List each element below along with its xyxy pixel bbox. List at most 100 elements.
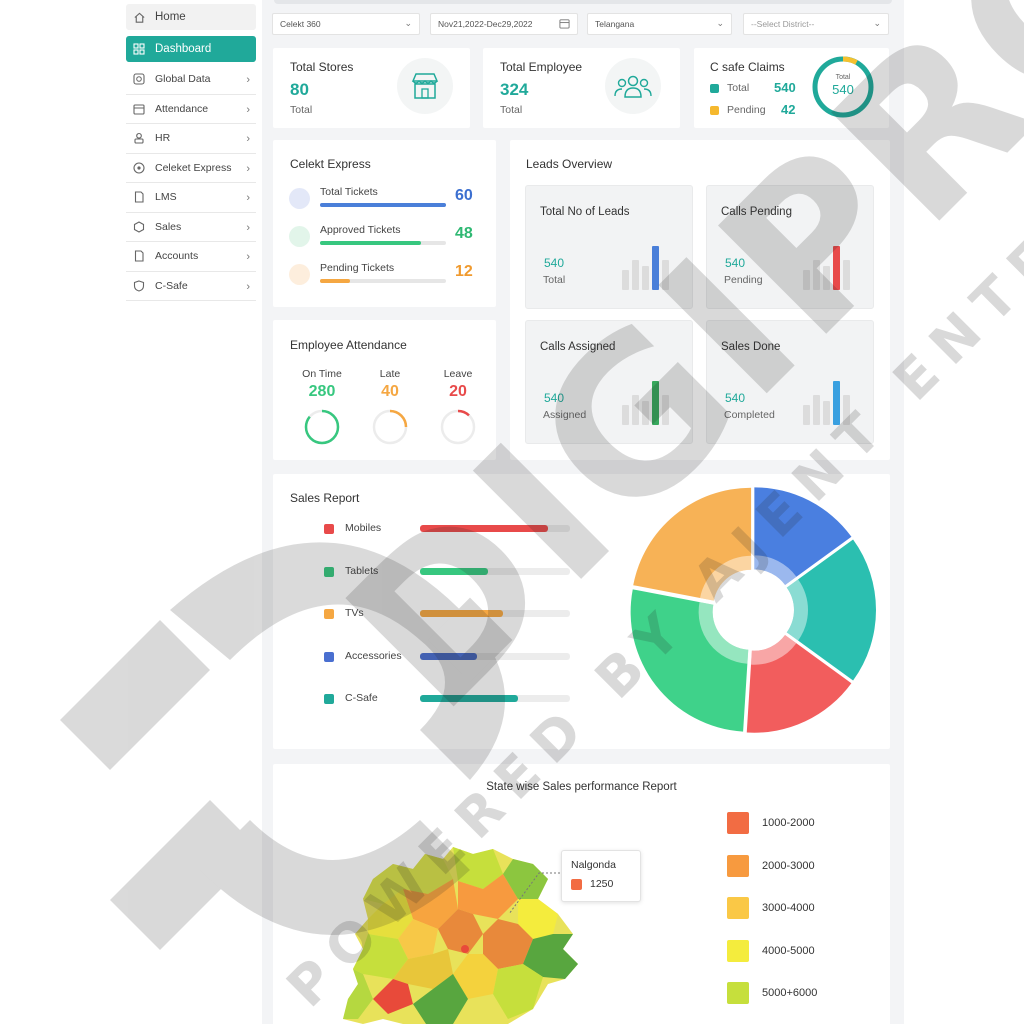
ticket-progress xyxy=(320,203,446,207)
ticket-progress-fill xyxy=(320,241,421,245)
company-select-value: Celekt 360 xyxy=(280,19,321,29)
lead-mini-bar xyxy=(642,401,649,425)
lead-stat-card: Total No of Leads 540 Total xyxy=(525,185,693,309)
lead-card-value: 540 xyxy=(544,256,565,270)
sidebar-item-label: LMS xyxy=(155,191,177,204)
ticket-count: 60 xyxy=(455,187,473,204)
card-title: C safe Claims xyxy=(710,60,785,74)
main-content: Celekt 360 ⌄ Nov21,2022-Dec29,2022 Telan… xyxy=(262,0,904,1024)
pie-inner-glow xyxy=(754,555,797,585)
chevron-right-icon: › xyxy=(246,74,250,86)
file-icon xyxy=(132,249,146,263)
card-title: Total Employee xyxy=(500,60,583,74)
sales-item-label: Mobiles xyxy=(345,522,382,534)
pie-inner-glow xyxy=(700,555,752,601)
claims-ring-pending xyxy=(812,56,874,118)
lead-stat-card: Calls Assigned 540 Assigned xyxy=(525,320,693,444)
sidebar-item-attendance[interactable]: Attendance › xyxy=(126,95,256,124)
lead-mini-bar xyxy=(652,246,659,290)
sidebar-item-label: Celeket Express xyxy=(155,161,232,174)
lead-card-title: Calls Pending xyxy=(721,206,792,218)
sidebar-item-global-data[interactable]: Global Data › xyxy=(126,65,256,95)
sidebar-item-label: Dashboard xyxy=(155,43,212,55)
sidebar-item-home[interactable]: Home xyxy=(126,4,256,30)
sales-progress xyxy=(420,567,570,575)
state-sales-map-card: State wise Sales performance Report xyxy=(273,764,890,1024)
district-select[interactable]: --Select District-- ⌄ xyxy=(743,13,889,35)
sales-progress xyxy=(420,525,570,532)
range-label: 2000-3000 xyxy=(762,859,815,872)
lead-mini-bar xyxy=(843,395,850,425)
pie-slice-tablets[interactable] xyxy=(630,589,749,732)
state-select-value: Telangana xyxy=(595,19,635,29)
date-range-picker[interactable]: Nov21,2022-Dec29,2022 xyxy=(430,13,578,35)
chevron-right-icon: › xyxy=(246,133,250,145)
company-select[interactable]: Celekt 360 ⌄ xyxy=(272,13,420,35)
chevron-down-icon: ⌄ xyxy=(716,18,724,28)
sidebar-item-accounts[interactable]: Accounts › xyxy=(126,242,256,272)
lead-mini-bar xyxy=(833,381,840,425)
ticket-label: Pending Tickets xyxy=(320,262,395,274)
tooltip-leader-line xyxy=(508,870,567,915)
row-dot xyxy=(289,264,310,285)
range-label: 4000-5000 xyxy=(762,944,815,957)
lead-stat-card: Calls Pending 540 Pending xyxy=(706,185,874,309)
attendance-label: Late xyxy=(379,368,401,380)
sidebar-item-label: Sales xyxy=(155,220,182,233)
total-label: Total xyxy=(727,82,750,94)
chevron-right-icon: › xyxy=(246,103,250,116)
pending-legend-swatch xyxy=(710,106,719,115)
lead-card-sub: Assigned xyxy=(543,409,587,421)
ticket-progress xyxy=(320,279,446,283)
lead-mini-bars xyxy=(622,244,682,290)
sales-legend-swatch xyxy=(324,651,334,662)
sidebar-item-sales[interactable]: Sales › xyxy=(126,213,256,242)
sidebar-item-hr[interactable]: HR › xyxy=(126,124,256,154)
sidebar-item-c-safe[interactable]: C-Safe › xyxy=(126,272,256,301)
range-label: 5000+6000 xyxy=(762,987,818,999)
sales-report-card: Sales Report Mobiles Tablets TVs Accessorie… xyxy=(273,474,890,749)
row-dot xyxy=(289,188,310,209)
sidebar-item-celeket-express[interactable]: Celeket Express › xyxy=(126,154,256,183)
telangana-map[interactable] xyxy=(333,819,593,1024)
attendance-ring-fill xyxy=(440,409,476,445)
attendance-ring xyxy=(304,409,340,445)
lead-card-title: Sales Done xyxy=(721,341,781,353)
pie-slice-accessories[interactable] xyxy=(754,487,852,585)
chevron-right-icon: › xyxy=(246,192,250,204)
pie-slice-tvs[interactable] xyxy=(633,487,752,601)
pie-slice-c-safe[interactable] xyxy=(786,539,876,681)
ticket-count: 12 xyxy=(455,263,473,280)
nalgonda-marker[interactable] xyxy=(461,945,469,953)
pie-inner-glow xyxy=(786,579,808,641)
hexagon-icon xyxy=(132,220,146,234)
lead-stat-card: Sales Done 540 Completed xyxy=(706,320,874,444)
person-icon xyxy=(132,131,146,145)
lead-mini-bar xyxy=(833,246,840,290)
home-icon xyxy=(132,10,146,24)
total-claims-value: 540 xyxy=(774,80,796,95)
sidebar-item-lms[interactable]: LMS › xyxy=(126,183,256,213)
shield-icon xyxy=(132,279,146,293)
sales-progress-fill xyxy=(420,610,503,617)
ticket-progress-fill xyxy=(320,203,446,207)
chevron-right-icon: › xyxy=(246,162,250,175)
pie-slice-mobiles[interactable] xyxy=(746,635,852,733)
lead-mini-bar xyxy=(632,260,639,290)
range-label: 1000-2000 xyxy=(762,817,815,829)
store-icon xyxy=(397,58,453,114)
pie-inner-glow xyxy=(751,635,797,665)
sales-progress-fill xyxy=(420,567,488,575)
ring-value: 540 xyxy=(832,82,854,97)
sidebar-item-label: HR xyxy=(155,132,171,145)
sidebar-item-dashboard[interactable]: Dashboard xyxy=(126,36,256,62)
attendance-ring-fill xyxy=(304,409,340,445)
state-select[interactable]: Telangana ⌄ xyxy=(587,13,732,35)
sidebar-item-label: Home xyxy=(155,11,186,23)
ticket-count: 48 xyxy=(455,225,473,242)
calendar-icon xyxy=(132,102,146,116)
sales-legend-swatch xyxy=(324,566,334,577)
pie-inner-glow xyxy=(698,602,749,664)
lead-mini-bars xyxy=(803,379,863,425)
lead-mini-bar xyxy=(662,260,669,290)
